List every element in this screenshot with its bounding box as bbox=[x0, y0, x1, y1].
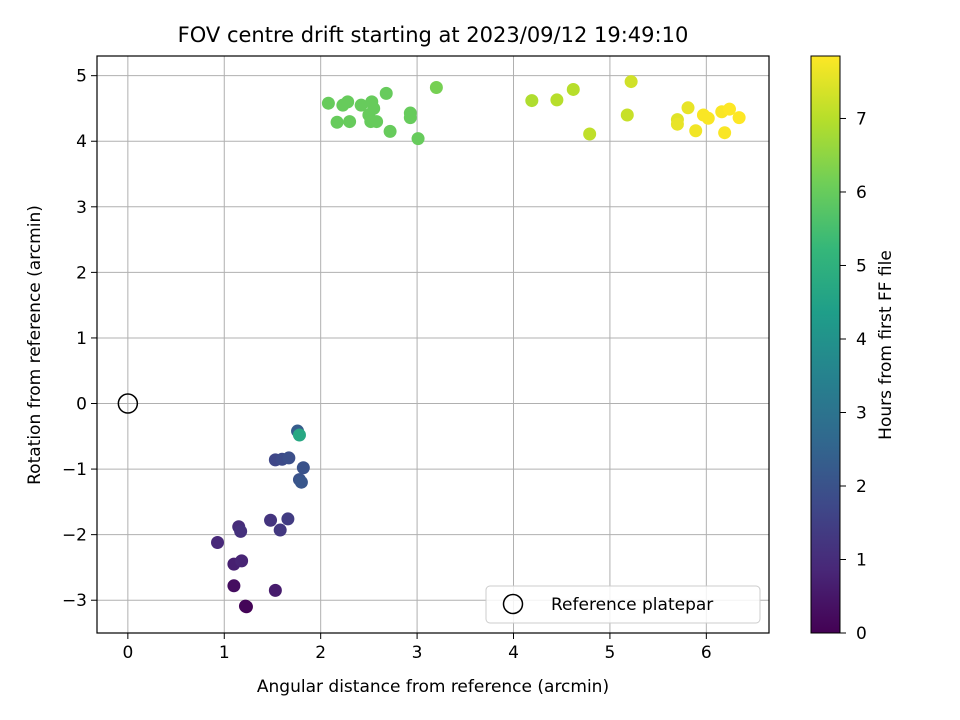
y-tick-label: 4 bbox=[76, 132, 87, 152]
data-point bbox=[689, 124, 703, 138]
data-point bbox=[624, 75, 638, 89]
data-point bbox=[403, 111, 417, 125]
colorbar-tick-label: 0 bbox=[856, 624, 867, 644]
x-tick-label: 6 bbox=[701, 643, 712, 663]
colorbar-label: Hours from first FF file bbox=[876, 250, 896, 440]
colorbar-tick-label: 3 bbox=[856, 403, 867, 423]
grid-lines bbox=[97, 56, 769, 633]
data-point bbox=[732, 111, 746, 125]
x-axis-label: Angular distance from reference (arcmin) bbox=[257, 677, 609, 697]
data-point bbox=[681, 101, 695, 115]
x-tick-label: 3 bbox=[412, 643, 423, 663]
data-points bbox=[117, 75, 746, 614]
legend-box bbox=[485, 585, 761, 624]
x-tick-label: 4 bbox=[508, 643, 519, 663]
legend: Reference platepar bbox=[485, 585, 761, 624]
y-tick-label: 3 bbox=[76, 198, 87, 218]
data-point bbox=[718, 126, 732, 140]
data-point bbox=[292, 428, 306, 442]
data-point bbox=[525, 94, 539, 108]
x-tick-label: 1 bbox=[219, 643, 230, 663]
data-point bbox=[620, 108, 634, 122]
data-point bbox=[383, 124, 397, 138]
y-tick-label: −1 bbox=[62, 460, 87, 480]
data-point bbox=[235, 554, 249, 568]
data-point bbox=[296, 461, 310, 475]
colorbar: 0 1 2 3 4 5 6 7 Hours from first FF file bbox=[810, 55, 896, 644]
colorbar-tick-label: 1 bbox=[856, 550, 867, 570]
colorbar-tick-label: 7 bbox=[856, 109, 867, 129]
colorbar-bar bbox=[810, 55, 841, 634]
colorbar-tick-label: 6 bbox=[856, 183, 867, 203]
data-point bbox=[550, 93, 564, 107]
data-point bbox=[273, 523, 287, 537]
y-tick-label: −2 bbox=[62, 526, 87, 546]
y-axis-ticks: −3 −2 −1 0 1 2 3 4 5 bbox=[62, 67, 97, 611]
y-axis-label: Rotation from reference (arcmin) bbox=[25, 205, 45, 485]
data-point bbox=[281, 512, 295, 526]
y-tick-label: −3 bbox=[62, 591, 87, 611]
data-point bbox=[354, 98, 368, 112]
data-point bbox=[264, 513, 278, 527]
data-point bbox=[411, 132, 425, 146]
plot-frame bbox=[96, 55, 770, 634]
data-point bbox=[234, 524, 248, 538]
data-point bbox=[429, 80, 443, 94]
data-point bbox=[211, 536, 225, 550]
reference-platepar-marker bbox=[117, 393, 139, 414]
legend-entry-reference: Reference platepar bbox=[551, 595, 713, 615]
x-tick-label: 0 bbox=[122, 643, 133, 663]
data-point bbox=[294, 475, 308, 489]
y-tick-label: 1 bbox=[76, 329, 87, 349]
data-point bbox=[701, 111, 715, 125]
legend-marker-reference bbox=[502, 593, 524, 615]
colorbar-tick-label: 2 bbox=[856, 477, 867, 497]
data-point bbox=[330, 115, 344, 129]
data-point bbox=[670, 117, 684, 131]
data-point bbox=[343, 115, 357, 129]
colorbar-ticks: 0 1 2 3 4 5 6 7 bbox=[840, 109, 867, 644]
colorbar-tick-label: 5 bbox=[856, 256, 867, 276]
x-tick-label: 5 bbox=[605, 643, 616, 663]
colorbar-tick-label: 4 bbox=[856, 330, 867, 350]
x-tick-label: 2 bbox=[315, 643, 326, 663]
data-point bbox=[321, 96, 335, 110]
data-point bbox=[722, 102, 736, 116]
data-point bbox=[282, 451, 296, 465]
data-point bbox=[370, 115, 384, 129]
y-tick-label: 0 bbox=[76, 395, 87, 415]
data-point bbox=[227, 579, 241, 593]
chart-title: FOV centre drift starting at 2023/09/12 … bbox=[178, 23, 689, 47]
data-point bbox=[566, 82, 580, 96]
data-point bbox=[583, 127, 597, 141]
y-tick-label: 2 bbox=[76, 263, 87, 283]
data-point bbox=[268, 583, 282, 597]
data-point bbox=[367, 101, 381, 115]
data-point bbox=[379, 86, 393, 100]
y-tick-label: 5 bbox=[76, 67, 87, 87]
data-point bbox=[341, 95, 355, 109]
data-point bbox=[238, 599, 252, 613]
x-axis-ticks: 0 1 2 3 4 5 6 bbox=[122, 633, 712, 663]
